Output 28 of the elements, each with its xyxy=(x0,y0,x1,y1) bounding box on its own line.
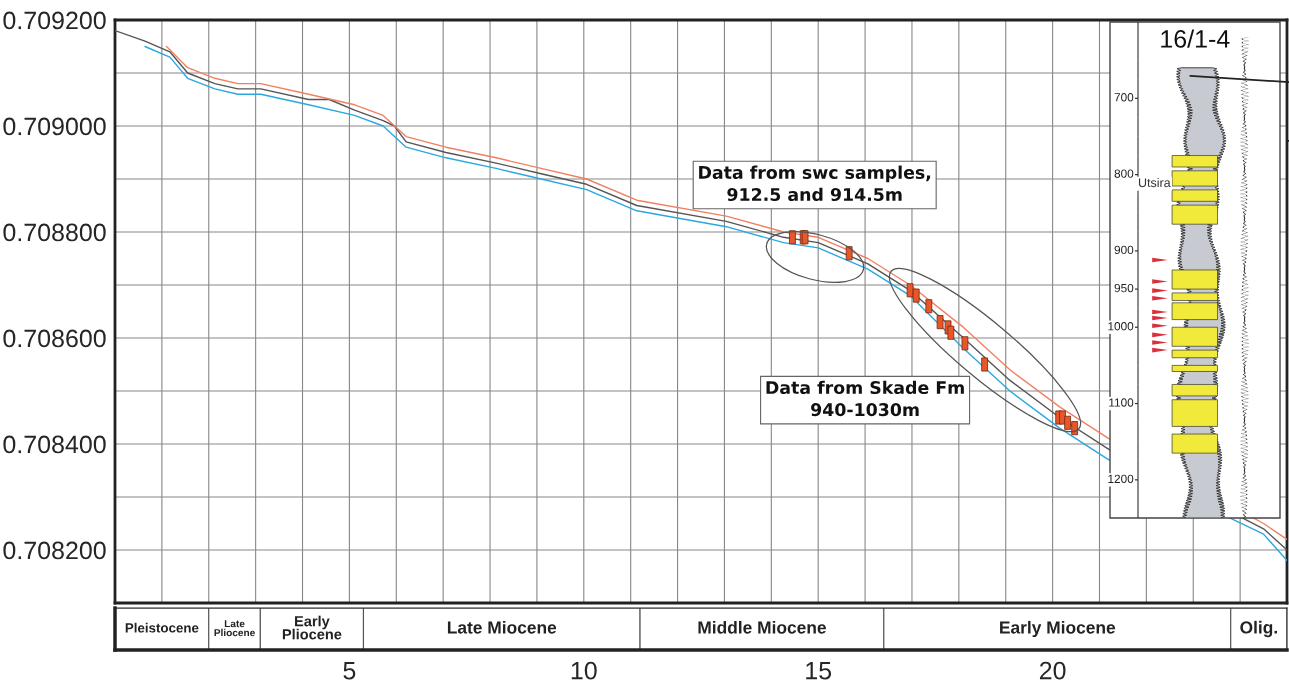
series-label: Early Pliocene xyxy=(282,615,342,640)
annotation: 1200 xyxy=(1108,474,1134,484)
x-tick-label: 20 xyxy=(1039,661,1066,680)
annotation: Utsira xyxy=(1138,177,1171,188)
annotation: Data from Skade Fm 940-1030m xyxy=(766,380,964,417)
annotation: 700 xyxy=(1114,93,1134,102)
y-tick-label: 0.708400 xyxy=(3,435,106,454)
annotation: Data from swc samples, 912.5 and 914.5m xyxy=(699,165,931,202)
series-label: Early Miocene xyxy=(1000,620,1116,638)
series-label: Pleistocene xyxy=(125,622,199,633)
y-tick-label: 0.708800 xyxy=(3,223,106,242)
series-label: Olig. xyxy=(1240,620,1277,638)
x-tick-label: 5 xyxy=(343,662,356,680)
y-tick-label: 0.708600 xyxy=(3,329,106,348)
annotation: 1000 xyxy=(1108,322,1134,331)
y-tick-label: 0.709200 xyxy=(3,11,106,30)
x-tick-label: 15 xyxy=(806,662,832,680)
annotation: 16/1-4 xyxy=(1161,29,1230,48)
annotation: 1100 xyxy=(1109,398,1134,407)
y-tick-label: 0.709000 xyxy=(3,117,106,136)
series-label: Middle Miocene xyxy=(698,620,826,634)
annotation: 950 xyxy=(1114,283,1134,293)
annotation: 800 xyxy=(1114,169,1134,178)
series-label: Late Miocene xyxy=(447,620,557,634)
annotation: 900 xyxy=(1114,245,1134,255)
y-tick-label: 0.708200 xyxy=(3,541,106,560)
x-tick-label: 10 xyxy=(571,661,597,680)
series-label: Late Pliocene xyxy=(214,620,255,637)
